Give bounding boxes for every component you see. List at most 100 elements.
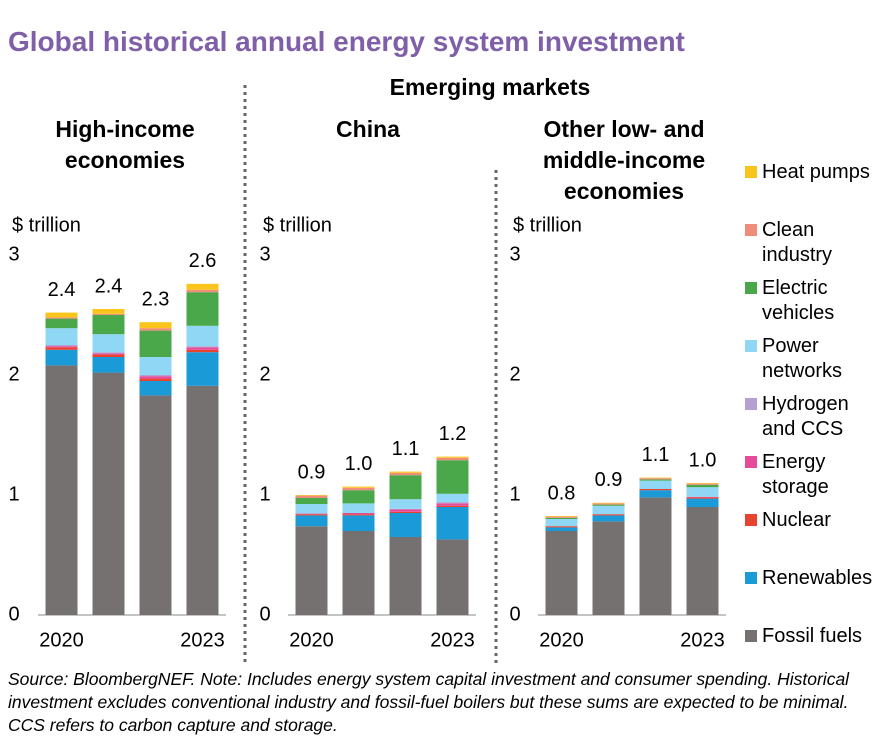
bar-segment [295, 514, 328, 516]
bar-segment [436, 457, 469, 461]
y-tick-label: 0 [509, 603, 520, 625]
bar-segment [139, 376, 172, 379]
bar-segment [592, 521, 625, 615]
bar-segment [545, 526, 578, 528]
y-axis-label: $ trillion [263, 214, 332, 236]
bar-segment [45, 318, 78, 329]
bar-segment [186, 346, 219, 348]
bar-segment [139, 375, 172, 377]
legend-item: Renewables [745, 566, 885, 591]
bar-segment [92, 334, 125, 353]
bar-segment [45, 317, 78, 319]
legend-label: Nuclear [762, 509, 831, 531]
panel-title: China [336, 116, 400, 142]
y-tick-label: 3 [509, 243, 520, 265]
bar-segment [45, 346, 78, 348]
bar-segment [389, 499, 422, 509]
y-tick-label: 0 [8, 603, 19, 625]
bar-segment [436, 460, 469, 494]
total-label: 1.1 [642, 444, 670, 466]
legend-swatch [745, 340, 757, 352]
bar-segment [186, 289, 219, 293]
bar-segment [139, 378, 172, 381]
bar-segment [545, 531, 578, 615]
bar-segment [389, 511, 422, 513]
bar-segment [186, 352, 219, 386]
bar-segment [45, 328, 78, 345]
bar-segment [45, 347, 78, 350]
legend-label: Clean industry [762, 219, 833, 266]
legend-item: Heat pumps [745, 160, 885, 185]
bar-segment [45, 312, 78, 318]
legend-swatch [745, 572, 757, 584]
legend-label: Electric vehicles [762, 277, 835, 324]
bar-segment [592, 505, 625, 515]
bar-segment [592, 502, 625, 504]
bar-segment [92, 309, 125, 314]
bar-segment [686, 483, 719, 484]
total-label: 2.4 [48, 279, 76, 301]
bar-segment [686, 484, 719, 488]
panel-title: High-income economies [55, 116, 195, 173]
bar-segment [186, 347, 219, 350]
x-tick-label: 2023 [680, 629, 725, 651]
bar-segment [686, 487, 719, 497]
bar-segment [186, 385, 219, 615]
bar-segment [92, 357, 125, 373]
legend-swatch [745, 282, 757, 294]
bar-segment [389, 509, 422, 512]
bar-segment [342, 503, 375, 513]
bar-segment [139, 330, 172, 357]
legend-swatch [745, 456, 757, 468]
group-label: Emerging markets [389, 74, 591, 100]
total-label: 1.1 [392, 438, 420, 460]
bar-segment [45, 365, 78, 615]
bar-segment [436, 456, 469, 458]
y-axis-label: $ trillion [12, 214, 81, 236]
y-tick-label: 1 [259, 483, 270, 505]
bar-segment [342, 531, 375, 615]
bar-segment [186, 283, 219, 290]
bar-segment [295, 513, 328, 515]
bar-segment [295, 495, 328, 496]
bar-segment [436, 539, 469, 615]
bar-segment [342, 487, 375, 491]
legend-item: Electric vehicles [745, 276, 885, 326]
bar-segment [592, 515, 625, 522]
bar-segment [139, 357, 172, 375]
legend-item: Nuclear [745, 508, 885, 533]
bar-segment [639, 480, 672, 489]
bar-segment [295, 526, 328, 615]
bar-segment [139, 395, 172, 615]
legend-label: Heat pumps [762, 161, 870, 183]
bar-segment [436, 502, 469, 504]
x-tick-label: 2020 [289, 629, 334, 651]
y-tick-label: 2 [8, 363, 19, 385]
bar-segment [389, 508, 422, 510]
total-label: 0.8 [548, 482, 576, 504]
y-tick-label: 3 [8, 243, 19, 265]
bar-segment [686, 496, 719, 498]
total-label: 2.4 [95, 275, 123, 297]
bar-segment [545, 517, 578, 519]
bar-segment [686, 498, 719, 507]
bar-segment [139, 328, 172, 331]
bar-segment [639, 479, 672, 481]
legend-label: Renewables [762, 567, 873, 589]
bar-segment [389, 537, 422, 615]
x-tick-label: 2023 [180, 629, 225, 651]
bar-segment [295, 504, 328, 514]
y-tick-label: 1 [8, 483, 19, 505]
source-note: Source: BloombergNEF. Note: Includes ene… [8, 669, 850, 735]
bar-segment [639, 490, 672, 498]
bar-segment [639, 489, 672, 491]
y-tick-label: 3 [259, 243, 270, 265]
x-tick-label: 2020 [539, 629, 584, 651]
legend-item: Hydrogen and CCS [745, 392, 885, 442]
legend-item: Energy storage [745, 450, 885, 500]
bar-segment [186, 349, 219, 353]
bar-segment [139, 381, 172, 396]
bar-segment [639, 477, 672, 479]
legend-label: Power networks [762, 335, 843, 382]
